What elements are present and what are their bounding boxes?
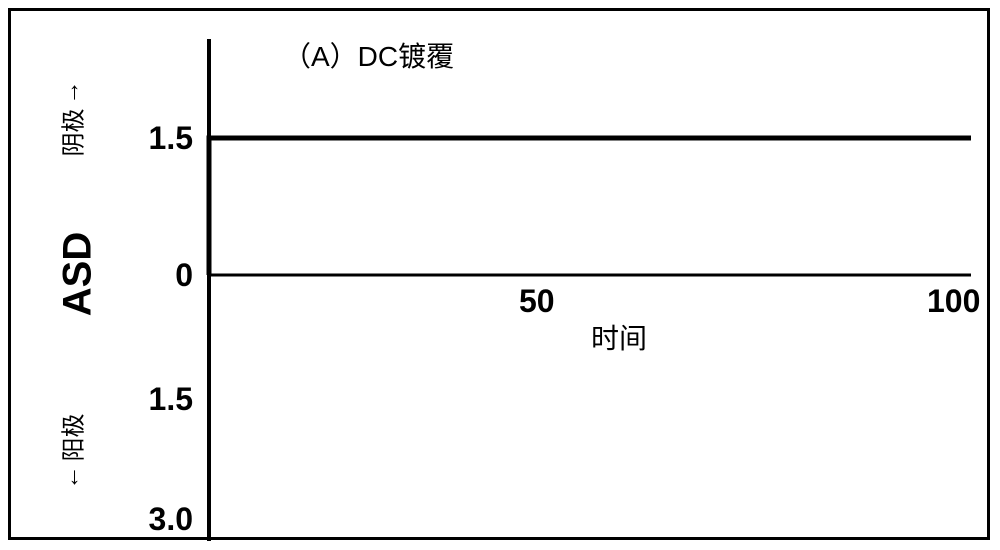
ytick-3: 3.0 [123,501,193,538]
series-line [209,138,971,275]
chart-frame: （A）DC镀覆 1.5 0 1.5 3.0 50 100 时间 ASD 阴极 →… [8,8,990,540]
y-axis-sublabel-top: 阴极 → [54,81,89,157]
xtick-1: 100 [927,283,980,320]
chart-title: （A）DC镀覆 [283,35,454,75]
arrow-down-icon: ← [57,466,85,490]
xtick-0: 50 [519,283,555,320]
ytick-2: 1.5 [123,381,193,418]
plot-area: （A）DC镀覆 1.5 0 1.5 3.0 50 100 时间 ASD 阴极 →… [11,11,987,537]
x-axis-label: 时间 [591,317,647,357]
arrow-up-icon: → [57,81,85,105]
ytick-1: 0 [123,257,193,294]
y-axis-sublabel-bot-text: 阳极 [54,414,89,462]
y-axis-label: ASD [56,232,101,316]
ytick-0: 1.5 [123,120,193,157]
y-axis-sublabel-bot: ← 阳极 [54,414,89,490]
y-axis-sublabel-top-text: 阴极 [54,109,89,157]
y-axis-label-text: ASD [56,232,101,316]
